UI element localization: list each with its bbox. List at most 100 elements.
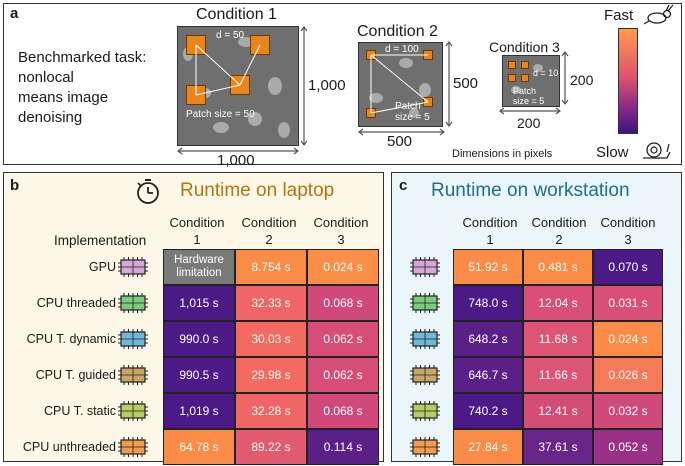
runtime-cell: 0.114 s: [307, 429, 379, 465]
runtime-cell: 0.068 s: [307, 285, 379, 321]
workstation-col-header: Condition 2: [523, 214, 595, 248]
cpu-chip-icon: [410, 400, 440, 422]
snail-icon: [643, 142, 671, 159]
cpu-chip-icon: [410, 364, 440, 386]
condition-1-d-label: d = 50: [216, 30, 245, 41]
cpu-chip-icon: [118, 364, 148, 386]
runtime-cell: 1,019 s: [163, 393, 235, 429]
col-header-line: 3: [624, 232, 632, 247]
condition-1-width-label: 1,000: [217, 152, 255, 169]
col-header-line: Condition: [169, 215, 225, 230]
condition-2-width-label: 500: [387, 133, 413, 150]
condition-2-height-label: 500: [453, 75, 479, 92]
condition-3-patch-label: Patch size = 5: [513, 86, 545, 106]
col-header-line: Condition: [462, 215, 518, 230]
condition-3-width-label: 200: [517, 115, 541, 131]
runtime-cell: 30.03 s: [235, 321, 307, 357]
col-header-line: Condition: [313, 215, 369, 230]
condition-1-image: d = 50 Patch size = 50: [177, 26, 299, 146]
runtime-cell: 0.031 s: [593, 285, 663, 321]
scale-fast-label: Fast: [604, 7, 634, 24]
workstation-col-header: Condition 1: [454, 214, 526, 248]
condition-3-image: d = 10 Patch size = 5: [502, 55, 560, 107]
speed-color-scale: [618, 28, 638, 134]
laptop-col-header: Condition 3: [305, 214, 377, 248]
panel-c-title: Runtime on workstation: [431, 180, 630, 201]
condition-2-d-label: d = 100: [385, 44, 419, 55]
runtime-cell: 27.84 s: [453, 429, 523, 465]
col-header-line: Condition: [241, 215, 297, 230]
task-description: Benchmarked task: nonlocal means image d…: [18, 48, 146, 128]
runtime-cell: 11.68 s: [523, 321, 593, 357]
condition-3-height-label: 200: [570, 72, 594, 88]
condition-2-image: d = 100 Patch size = 5: [358, 42, 443, 127]
runtime-cell: 37.61 s: [523, 429, 593, 465]
runtime-cell: 51.92 s: [453, 249, 523, 285]
task-line: denoising: [18, 109, 83, 126]
runtime-cell: 0.032 s: [593, 393, 663, 429]
runtime-cell: 648.2 s: [453, 321, 523, 357]
col-header-line: 1: [486, 232, 494, 247]
col-header-line: Condition: [531, 215, 587, 230]
runtime-cell: 0.481 s: [523, 249, 593, 285]
runtime-cell: 748.0 s: [453, 285, 523, 321]
panel-a-label: a: [10, 5, 19, 22]
runtime-cell: 0.026 s: [593, 357, 663, 393]
laptop-col-header: Condition 2: [233, 214, 305, 248]
condition-1-patch-label: Patch size = 50: [186, 109, 255, 120]
cpu-chip-icon: [118, 400, 148, 422]
implementation-label: CPU threaded: [36, 296, 116, 310]
runtime-cell: 32.33 s: [235, 285, 307, 321]
runtime-cell: 89.22 s: [235, 429, 307, 465]
panel-b-label: b: [10, 177, 20, 194]
runtime-cell: 0.024 s: [593, 321, 663, 357]
implementation-label: CPU T. static: [43, 404, 116, 418]
runtime-cell: 0.024 s: [307, 249, 379, 285]
task-line: nonlocal: [18, 69, 74, 86]
runtime-cell: 32.28 s: [235, 393, 307, 429]
gpu-chip-icon: [410, 256, 440, 278]
condition-3-title: Condition 3: [489, 39, 560, 55]
implementation-label: CPU unthreaded: [22, 440, 116, 454]
panel-a: [3, 3, 682, 165]
col-header-line: 3: [337, 232, 345, 247]
runtime-cell: 0.062 s: [307, 357, 379, 393]
gpu-chip-icon: [118, 256, 148, 278]
task-line: Benchmarked task:: [18, 49, 147, 66]
col-header-line: 1: [193, 232, 201, 247]
runtime-cell: 29.98 s: [235, 357, 307, 393]
condition-2-patch-label: Patch size = 5: [395, 101, 430, 123]
runtime-cell: 0.068 s: [307, 393, 379, 429]
cpu-chip-icon: [118, 436, 148, 458]
panel-b-title: Runtime on laptop: [180, 180, 335, 201]
cpu-chip-icon: [118, 328, 148, 350]
implementation-label: GPU: [88, 260, 116, 274]
rabbit-icon: [643, 4, 674, 25]
runtime-cell: 12.04 s: [523, 285, 593, 321]
stopwatch-icon: [137, 179, 159, 204]
col-header-line: Condition: [600, 215, 656, 230]
runtime-cell: 1,015 s: [163, 285, 235, 321]
runtime-cell: Hardware limitation: [163, 249, 235, 285]
implementation-label: CPU T. dynamic: [26, 332, 116, 346]
runtime-cell: 8.754 s: [235, 249, 307, 285]
scale-slow-label: Slow: [596, 144, 629, 161]
laptop-col-header: Condition 1: [161, 214, 233, 248]
cpu-chip-icon: [410, 328, 440, 350]
cpu-chip-icon: [410, 436, 440, 458]
runtime-cell: 0.062 s: [307, 321, 379, 357]
condition-1-height-label: 1,000: [308, 77, 346, 94]
runtime-cell: 64.78 s: [163, 429, 235, 465]
runtime-cell: 11.66 s: [523, 357, 593, 393]
dims-note: Dimensions in pixels: [452, 148, 553, 160]
runtime-cell: 0.052 s: [593, 429, 663, 465]
cpu-chip-icon: [118, 292, 148, 314]
condition-1-title: Condition 1: [196, 6, 277, 23]
runtime-cell: 646.7 s: [453, 357, 523, 393]
runtime-cell: 12.41 s: [523, 393, 593, 429]
col-header-line: 2: [265, 232, 273, 247]
cpu-chip-icon: [410, 292, 440, 314]
implementation-header: Implementation: [54, 233, 147, 248]
condition-2-title: Condition 2: [357, 23, 438, 40]
task-line: means image: [18, 89, 109, 106]
